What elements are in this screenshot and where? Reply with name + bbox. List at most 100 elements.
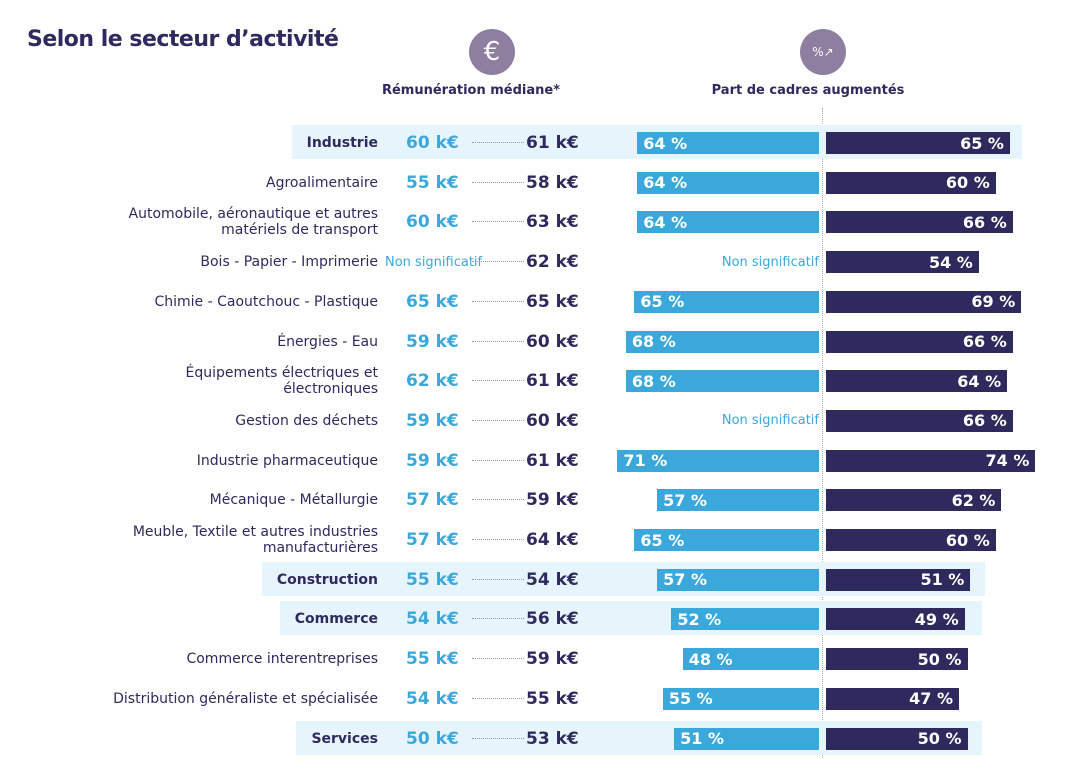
salary-value-right: 61 k€ xyxy=(526,450,579,471)
table-row: Énergies - Eau 59 k€ 60 k€ 68 % 66 % xyxy=(0,322,1067,362)
page-title: Selon le secteur d’activité xyxy=(27,27,339,52)
dotted-connector xyxy=(472,380,524,382)
sector-label: Agroalimentaire xyxy=(266,174,378,191)
salary-value-left: 55 k€ xyxy=(406,569,459,590)
axis-divider xyxy=(822,108,823,758)
sector-label: Équipements électriques et électroniques xyxy=(185,365,378,398)
bar-right: 49 % xyxy=(826,608,965,631)
dotted-connector xyxy=(472,539,524,540)
bar-left: 52 % xyxy=(671,608,819,631)
bar-right: 50 % xyxy=(826,727,968,750)
bar-left: 71 % xyxy=(617,449,819,472)
table-row: Mécanique - Métallurgie 57 k€ 59 k€ 57 % 62 … xyxy=(0,480,1067,520)
sector-label: Construction xyxy=(276,571,378,588)
salary-value-right: 54 k€ xyxy=(526,569,579,590)
salary-value-right: 60 k€ xyxy=(526,410,579,431)
bar-right: 74 % xyxy=(826,449,1036,472)
table-row: Commerce 54 k€ 56 k€ 52 % 49 % xyxy=(0,599,1067,639)
bar-right: 50 % xyxy=(826,648,968,671)
salary-value-right: 62 k€ xyxy=(526,252,579,273)
sector-label: Industrie pharmaceutique xyxy=(196,452,378,469)
sector-label: Mécanique - Métallurgie xyxy=(209,492,378,509)
sector-label: Commerce xyxy=(294,611,378,628)
salary-value-left: 55 k€ xyxy=(406,649,459,670)
bar-left: 64 % xyxy=(637,211,819,234)
salary-value-left: 50 k€ xyxy=(406,728,459,749)
salary-value-left: 54 k€ xyxy=(406,688,459,709)
dotted-connector xyxy=(472,419,524,421)
dotted-connector xyxy=(472,697,524,699)
dotted-connector xyxy=(472,340,524,342)
dotted-connector xyxy=(472,181,524,183)
dotted-connector xyxy=(472,578,524,580)
salary-value-right: 65 k€ xyxy=(526,291,579,312)
dotted-connector xyxy=(472,459,524,461)
salary-value-right: 56 k€ xyxy=(526,609,579,630)
sector-label: Industrie xyxy=(306,135,378,151)
bar-right: 51 % xyxy=(826,568,971,591)
bar-right: 60 % xyxy=(826,171,996,194)
salary-header: Rémunération médiane* xyxy=(381,83,561,98)
sector-label: Énergies - Eau xyxy=(277,333,378,350)
bar-left: 64 % xyxy=(637,171,819,194)
salary-value-right: 59 k€ xyxy=(526,490,579,511)
dotted-connector xyxy=(472,142,524,143)
sector-label: Gestion des déchets xyxy=(235,412,378,429)
table-row: Chimie - Caoutchouc - Plastique 65 k€ 65 k… xyxy=(0,282,1067,322)
table-row: Distribution généraliste et spécialisée 5… xyxy=(0,679,1067,719)
salary-value-left: 60 k€ xyxy=(406,133,459,153)
table-row: Gestion des déchets 59 k€ 60 k€ Non signifi… xyxy=(0,401,1067,441)
salary-value-left: 55 k€ xyxy=(406,172,459,193)
table-row: Bois - Papier - Imprimerie Non significat… xyxy=(0,242,1067,282)
salary-value-right: 64 k€ xyxy=(526,530,579,550)
bar-right: 66 % xyxy=(826,330,1013,353)
bar-right: 66 % xyxy=(826,211,1013,234)
salary-value-left: 57 k€ xyxy=(406,530,459,550)
salary-value-right: 55 k€ xyxy=(526,688,579,709)
bar-left: 65 % xyxy=(634,529,819,551)
dotted-connector xyxy=(472,658,524,660)
salary-value-right: 53 k€ xyxy=(526,728,579,749)
salary-value-right: 58 k€ xyxy=(526,172,579,193)
raised-header: Part de cadres augmentés xyxy=(711,83,905,98)
table-row: Agroalimentaire 55 k€ 58 k€ 64 % 60 % xyxy=(0,163,1067,203)
bar-left: 57 % xyxy=(657,568,819,591)
salary-value-left: 59 k€ xyxy=(406,331,459,352)
table-row: Équipements électriques et électroniques… xyxy=(0,361,1067,401)
salary-value-left: 54 k€ xyxy=(406,609,459,630)
salary-value-left: 65 k€ xyxy=(406,291,459,312)
salary-value-right: 60 k€ xyxy=(526,331,579,352)
salary-value-right: 61 k€ xyxy=(526,371,579,392)
salary-value-right: 63 k€ xyxy=(526,212,579,233)
table-row: Construction 55 k€ 54 k€ 57 % 51 % xyxy=(0,560,1067,600)
bar-left: 48 % xyxy=(682,648,819,671)
sector-label: Automobile, aéronautique et autres matér… xyxy=(128,206,378,239)
bar-right: 47 % xyxy=(826,687,959,710)
salary-value-left: 59 k€ xyxy=(406,410,459,431)
bar-right: 69 % xyxy=(826,290,1022,313)
sector-label: Chimie - Caoutchouc - Plastique xyxy=(154,293,378,310)
dotted-connector xyxy=(472,300,524,302)
bar-right: 62 % xyxy=(826,489,1002,512)
bar-left: 55 % xyxy=(662,687,819,710)
table-row: Commerce interentreprises 55 k€ 59 k€ 48 % 5… xyxy=(0,639,1067,679)
table-row: Meuble, Textile et autres industries man… xyxy=(0,520,1067,560)
percent-up-icon: %↗ xyxy=(800,29,846,75)
bar-right: 64 % xyxy=(826,370,1008,393)
bar-right: 66 % xyxy=(826,409,1013,432)
sector-label: Services xyxy=(311,730,378,747)
dotted-connector xyxy=(472,737,524,739)
salary-non-significatif: Non significatif xyxy=(385,254,483,270)
table-row: Industrie pharmaceutique 59 k€ 61 k€ 71 % 74… xyxy=(0,441,1067,481)
table-row: Services 50 k€ 53 k€ 51 % 50 % xyxy=(0,719,1067,759)
dotted-connector xyxy=(472,221,524,223)
bar-right: 54 % xyxy=(826,251,979,274)
sector-label: Bois - Papier - Imprimerie xyxy=(200,254,378,271)
bar-left: 65 % xyxy=(634,290,819,313)
bar-right: 60 % xyxy=(826,529,996,551)
bar-left: 51 % xyxy=(674,727,819,750)
bar-left: 57 % xyxy=(657,489,819,512)
dotted-connector xyxy=(472,618,524,620)
salary-value-left: 60 k€ xyxy=(406,212,459,233)
bar-non-significatif: Non significatif xyxy=(721,254,819,270)
